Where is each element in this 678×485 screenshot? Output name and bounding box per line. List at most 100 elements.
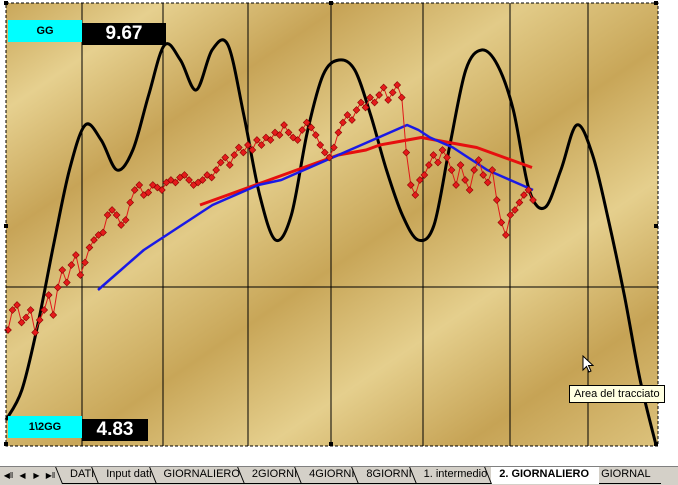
price-point	[298, 126, 307, 134]
price-point	[99, 228, 107, 237]
price-point	[257, 141, 266, 149]
gridlines	[6, 3, 658, 446]
first-sheet-icon[interactable]: ◀‖	[3, 471, 14, 480]
price-point	[67, 261, 76, 269]
sheet-tab-bar: ◀‖ ◀ ▶ ▶‖ DATI Input dati GIORNALIERO 2G…	[0, 466, 678, 485]
price-point	[339, 118, 347, 127]
resize-handle[interactable]	[329, 442, 333, 446]
price-point	[216, 158, 225, 167]
price-point	[438, 146, 447, 154]
price-point	[425, 161, 433, 169]
half-gg-value: 4.83	[82, 419, 148, 441]
price-point	[465, 186, 474, 194]
price-point	[375, 91, 383, 99]
price-point	[384, 96, 392, 104]
price-point	[456, 161, 465, 169]
price-point	[461, 176, 469, 184]
chart-plot-area[interactable]	[0, 0, 678, 466]
price-point	[76, 271, 85, 279]
series-layer	[4, 38, 658, 446]
price-point	[502, 231, 510, 239]
price-point	[388, 88, 397, 97]
tab-2-giornaliero[interactable]: 2. GIORNALIERO	[491, 467, 600, 484]
resize-handle[interactable]	[4, 442, 8, 446]
price-point	[320, 148, 329, 157]
price-series	[4, 81, 537, 337]
price-point	[203, 171, 211, 179]
resize-handle[interactable]	[654, 442, 658, 446]
tab-1-intermedio[interactable]: 1. intermedio	[415, 467, 498, 484]
price-point	[343, 111, 352, 119]
price-point	[529, 196, 537, 204]
price-point	[379, 83, 388, 92]
price-point	[447, 166, 456, 174]
price-point	[149, 181, 157, 189]
price-point	[271, 128, 279, 137]
price-point	[370, 98, 379, 107]
price-point	[483, 178, 492, 187]
price-point	[49, 311, 58, 319]
price-point	[72, 251, 80, 259]
price-point	[474, 156, 483, 164]
price-point	[302, 118, 311, 127]
price-point	[121, 216, 130, 224]
price-point	[248, 146, 257, 154]
price-point	[357, 98, 365, 107]
black-cycle-curve	[4, 38, 658, 446]
price-point	[58, 266, 67, 274]
price-point	[361, 103, 370, 112]
prev-sheet-icon[interactable]: ◀	[19, 471, 26, 480]
price-point	[284, 128, 293, 137]
price-point	[434, 158, 442, 167]
price-point	[180, 171, 189, 179]
resize-handle[interactable]	[329, 1, 333, 5]
price-point	[352, 106, 361, 114]
price-point	[22, 313, 30, 322]
resize-handle[interactable]	[4, 1, 8, 5]
last-sheet-icon[interactable]: ▶‖	[45, 471, 56, 480]
price-point	[17, 318, 26, 327]
price-point	[266, 136, 275, 144]
price-point	[63, 278, 71, 287]
price-point	[325, 153, 334, 162]
price-point	[239, 148, 248, 157]
selection-handles[interactable]	[4, 1, 658, 446]
price-point	[307, 123, 316, 132]
price-point	[90, 236, 98, 244]
price-point	[207, 173, 216, 182]
price-point	[470, 166, 478, 174]
price-point	[402, 148, 411, 157]
price-point	[230, 151, 239, 159]
price-point	[334, 128, 343, 137]
price-point	[130, 186, 139, 194]
tab-giornaliero[interactable]: GIORNALIERO	[155, 467, 250, 484]
next-sheet-icon[interactable]: ▶	[33, 471, 40, 480]
price-point	[524, 186, 533, 194]
price-point	[212, 166, 221, 174]
price-point	[117, 221, 125, 229]
price-point	[81, 258, 89, 267]
price-point	[40, 306, 49, 314]
tab-8giorni[interactable]: 8GIORNI	[358, 467, 422, 484]
price-point	[253, 136, 261, 144]
price-point	[488, 166, 497, 174]
price-point	[35, 316, 44, 324]
resize-handle[interactable]	[654, 224, 658, 228]
price-point	[497, 218, 506, 227]
price-point	[393, 81, 402, 89]
resize-handle[interactable]	[4, 224, 8, 228]
price-point	[452, 181, 460, 189]
price-point	[506, 211, 515, 219]
price-point	[108, 206, 116, 214]
tab-giornal[interactable]: GIORNAL	[593, 467, 661, 484]
price-point	[185, 176, 193, 184]
resize-handle[interactable]	[654, 1, 658, 5]
price-point	[244, 141, 252, 149]
price-point	[416, 176, 424, 184]
chart-tooltip: Area del tracciato	[569, 385, 665, 403]
price-point	[85, 243, 94, 252]
price-point	[135, 181, 144, 189]
price-point	[429, 151, 438, 159]
price-point	[44, 291, 53, 299]
black-cycle-curve-line	[4, 38, 658, 446]
